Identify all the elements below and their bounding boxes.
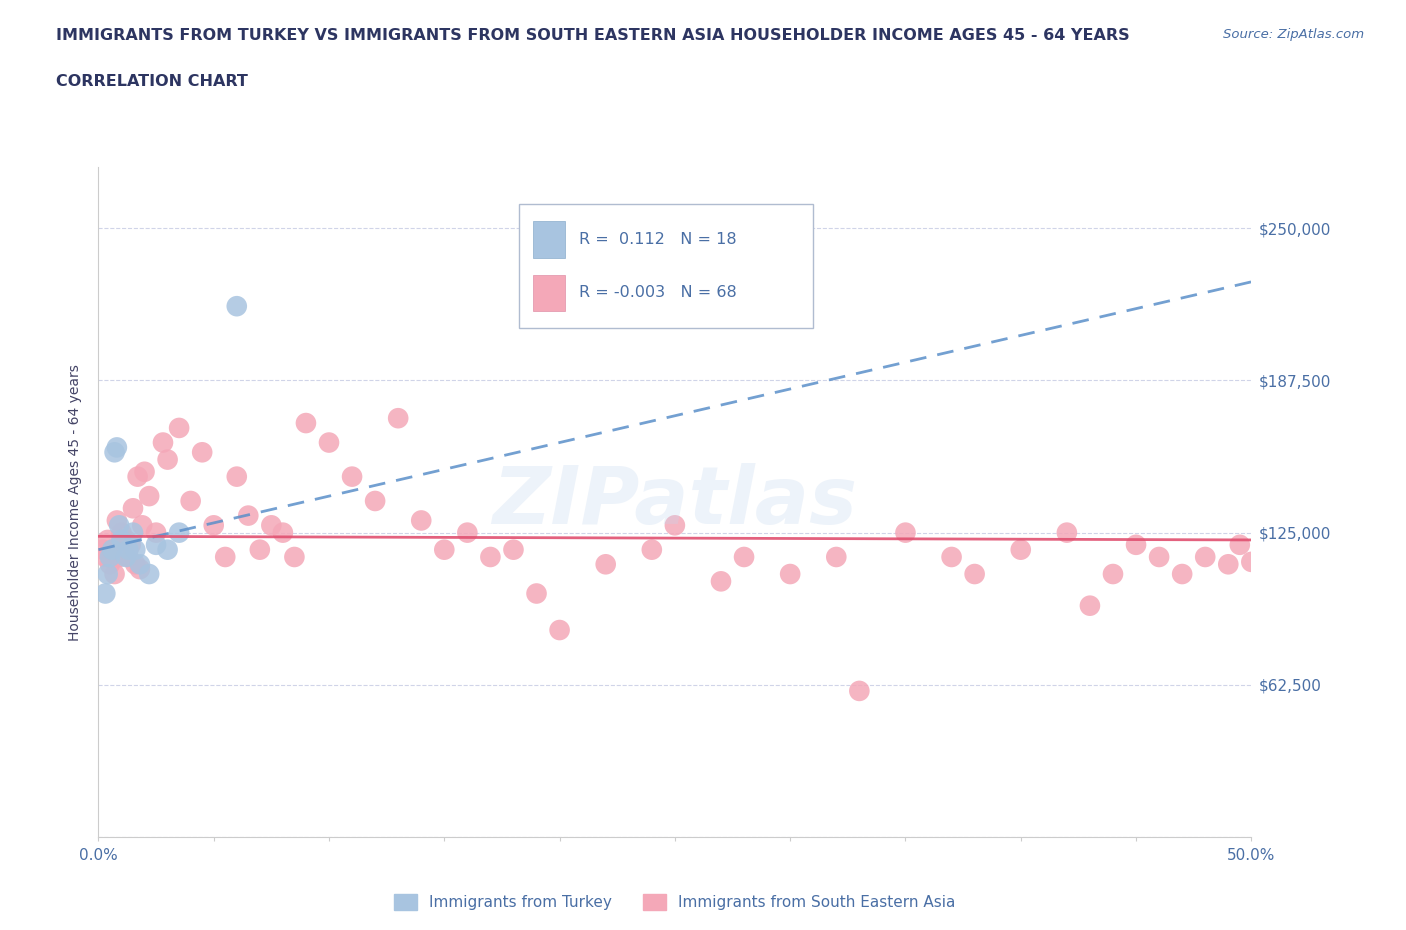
Point: [225, 470, 247, 485]
Point: [138, 566, 160, 581]
Point: [91, 542, 114, 557]
Point: [1056, 525, 1078, 540]
Point: [664, 518, 686, 533]
Legend: Immigrants from Turkey, Immigrants from South Eastern Asia: Immigrants from Turkey, Immigrants from …: [388, 888, 962, 916]
FancyBboxPatch shape: [519, 205, 813, 328]
Point: [364, 494, 387, 509]
Point: [779, 566, 801, 581]
Point: [225, 299, 247, 313]
Text: R = -0.003   N = 68: R = -0.003 N = 68: [579, 286, 737, 300]
Point: [152, 435, 174, 450]
Point: [1171, 566, 1194, 581]
Point: [156, 452, 179, 467]
Point: [167, 525, 190, 540]
Point: [825, 550, 848, 565]
Point: [98, 550, 121, 565]
Point: [733, 550, 755, 565]
Point: [97, 566, 120, 581]
Point: [238, 508, 260, 523]
Point: [295, 416, 318, 431]
Point: [502, 542, 524, 557]
Point: [110, 525, 132, 540]
Point: [94, 586, 117, 601]
Point: [249, 542, 271, 557]
Point: [894, 525, 917, 540]
Point: [1240, 554, 1263, 569]
Point: [848, 684, 870, 698]
Point: [127, 470, 149, 485]
Text: Source: ZipAtlas.com: Source: ZipAtlas.com: [1223, 28, 1364, 41]
Point: [103, 445, 125, 459]
Point: [122, 501, 145, 516]
Point: [103, 566, 125, 581]
Point: [595, 557, 617, 572]
Point: [479, 550, 502, 565]
Point: [167, 420, 190, 435]
Point: [1229, 538, 1251, 552]
Point: [710, 574, 733, 589]
Point: [548, 622, 571, 637]
Point: [1125, 538, 1147, 552]
Point: [124, 557, 146, 572]
Point: [145, 525, 167, 540]
Point: [1147, 550, 1170, 565]
Point: [202, 518, 225, 533]
Point: [115, 533, 138, 548]
Point: [101, 542, 124, 557]
Point: [641, 542, 664, 557]
Point: [94, 550, 117, 565]
Point: [108, 550, 131, 565]
Point: [122, 525, 145, 540]
Point: [110, 533, 132, 548]
Point: [129, 562, 152, 577]
Point: [129, 557, 152, 572]
Point: [105, 513, 128, 528]
Point: [98, 557, 121, 572]
Point: [1078, 598, 1101, 613]
Point: [1218, 557, 1240, 572]
Point: [318, 435, 340, 450]
Point: [271, 525, 294, 540]
Point: [120, 538, 142, 552]
Text: CORRELATION CHART: CORRELATION CHART: [56, 74, 247, 89]
Point: [1194, 550, 1216, 565]
Point: [456, 525, 478, 540]
Point: [260, 518, 283, 533]
Point: [411, 513, 433, 528]
Point: [1010, 542, 1032, 557]
Point: [117, 550, 139, 565]
Point: [134, 464, 156, 479]
Point: [180, 494, 202, 509]
Point: [433, 542, 456, 557]
Point: [1102, 566, 1125, 581]
Point: [145, 538, 167, 552]
Point: [963, 566, 986, 581]
Point: [526, 586, 548, 601]
Point: [115, 550, 138, 565]
Point: [340, 470, 363, 485]
Point: [387, 411, 409, 426]
Point: [283, 550, 305, 565]
Point: [97, 533, 120, 548]
Point: [941, 550, 963, 565]
Point: [131, 518, 153, 533]
Point: [108, 518, 131, 533]
FancyBboxPatch shape: [533, 274, 565, 312]
FancyBboxPatch shape: [533, 221, 565, 258]
Point: [101, 542, 124, 557]
Point: [214, 550, 236, 565]
Point: [191, 445, 214, 459]
Point: [138, 488, 160, 503]
Text: IMMIGRANTS FROM TURKEY VS IMMIGRANTS FROM SOUTH EASTERN ASIA HOUSEHOLDER INCOME : IMMIGRANTS FROM TURKEY VS IMMIGRANTS FRO…: [56, 28, 1130, 43]
Point: [112, 542, 135, 557]
Point: [156, 542, 179, 557]
Text: ZIPatlas: ZIPatlas: [492, 463, 858, 541]
Text: R =  0.112   N = 18: R = 0.112 N = 18: [579, 232, 737, 246]
Point: [124, 542, 146, 557]
Y-axis label: Householder Income Ages 45 - 64 years: Householder Income Ages 45 - 64 years: [69, 364, 83, 641]
Point: [105, 440, 128, 455]
Point: [117, 542, 139, 557]
